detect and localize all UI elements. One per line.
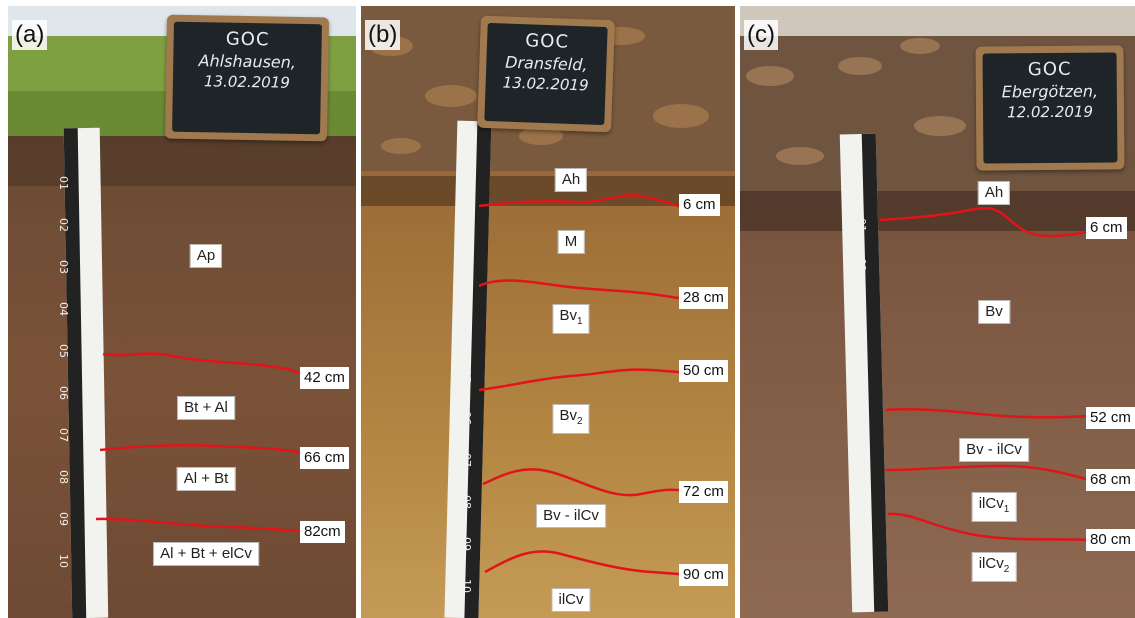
horizon-label: ilCv1	[971, 492, 1017, 522]
horizon-label: Ah	[554, 168, 588, 192]
depth-label: 6 cm	[1086, 217, 1127, 239]
sign-line: Dransfeld,	[504, 52, 588, 75]
ruler-mark: 02	[460, 243, 473, 257]
panel-b: (b) GOC Dransfeld, 13.02.2019 Ah M Bv1 B…	[361, 6, 735, 618]
horizon-label: Bv2	[552, 404, 590, 434]
ruler-mark: 06	[855, 418, 868, 432]
ruler-mark: 02	[57, 218, 70, 232]
depth-label: 72 cm	[679, 481, 728, 503]
ruler-mark: 07	[460, 453, 473, 467]
ruler-mark: 03	[460, 285, 473, 299]
horizon-label: Al + Bt	[176, 467, 236, 491]
ruler-mark: 01	[57, 176, 70, 190]
horizon-label: Bv1	[552, 304, 590, 334]
depth-label: 82cm	[300, 521, 345, 543]
depth-label: 52 cm	[1086, 407, 1135, 429]
panel-c: (c) GOC Ebergötzen, 12.02.2019 Ah Bv Bv …	[740, 6, 1135, 618]
ruler-mark: 10	[460, 579, 473, 593]
ruler-mark: 08	[855, 498, 868, 512]
panel-label: (c)	[744, 20, 778, 50]
ruler	[444, 120, 492, 618]
depth-label: 50 cm	[679, 360, 728, 382]
sign-line: GOC	[524, 30, 570, 53]
ruler-mark: 06	[460, 411, 473, 425]
depth-label: 68 cm	[1086, 469, 1135, 491]
ruler-mark: 03	[855, 298, 868, 312]
depth-label: 28 cm	[679, 287, 728, 309]
horizon-label: Bv	[978, 300, 1010, 324]
site-sign: GOC Dransfeld, 13.02.2019	[477, 15, 615, 133]
ruler-mark: 08	[57, 470, 70, 484]
horizon-label: M	[557, 230, 585, 254]
ruler-mark: 10	[57, 554, 70, 568]
ruler-mark: 08	[460, 495, 473, 509]
horizon-boundary	[879, 206, 1091, 238]
sign-line: 12.02.2019	[1007, 102, 1094, 122]
ruler-mark: 07	[57, 428, 70, 442]
ruler-mark: 05	[460, 369, 473, 383]
horizon-boundary	[885, 407, 1091, 419]
depth-label: 66 cm	[300, 447, 349, 469]
ruler-mark: 05	[57, 344, 70, 358]
ruler-mark: 01	[855, 218, 868, 232]
horizon-label: Bv - ilCv	[536, 504, 606, 528]
ruler	[63, 127, 109, 618]
sign-line: GOC	[1027, 58, 1072, 81]
horizon-boundary	[102, 352, 309, 381]
horizon-boundary	[95, 517, 309, 534]
site-sign: GOC Ebergötzen, 12.02.2019	[975, 45, 1125, 171]
ruler	[839, 133, 889, 613]
horizon-label: ilCv2	[971, 552, 1017, 582]
depth-label: 90 cm	[679, 564, 728, 586]
sign-line: 13.02.2019	[502, 73, 589, 95]
panel-a: (a) GOC Ahlshausen, 13.02.2019 Ap Bt + A…	[8, 6, 356, 618]
depth-label: 80 cm	[1086, 529, 1135, 551]
horizon-label: Ah	[977, 181, 1011, 205]
horizon-boundary	[99, 443, 309, 456]
panel-label: (a)	[12, 20, 48, 50]
sign-line: 13.02.2019	[203, 72, 291, 92]
ruler-mark: 04	[460, 327, 473, 341]
site-sign: GOC Ahlshausen, 13.02.2019	[164, 14, 330, 142]
horizon-boundary	[885, 464, 1091, 482]
ruler-mark: 09	[460, 537, 473, 551]
panel-label: (b)	[365, 20, 401, 50]
sign-line: Ahlshausen,	[198, 51, 297, 72]
ruler-mark: 03	[57, 260, 70, 274]
ruler-mark: 09	[57, 512, 70, 526]
horizon-label: Bv - ilCv	[959, 438, 1029, 462]
ruler-mark: 06	[57, 386, 70, 400]
horizon-boundary	[484, 550, 680, 576]
ruler-mark: 10	[855, 578, 868, 592]
depth-label: 42 cm	[300, 367, 349, 389]
ruler-mark: 04	[57, 302, 70, 316]
horizon-label: Bt + Al	[177, 396, 235, 420]
sign-line: GOC	[225, 28, 270, 51]
ruler-mark: 09	[855, 538, 868, 552]
sign-line: Ebergötzen,	[1001, 81, 1099, 102]
horizon-label: Ap	[189, 244, 223, 268]
ruler-mark: 07	[855, 458, 868, 472]
ruler-mark: 05	[855, 378, 868, 392]
ruler-mark: 04	[855, 338, 868, 352]
ruler-mark: 02	[855, 258, 868, 272]
depth-label: 6 cm	[679, 194, 720, 216]
horizon-boundary	[887, 512, 1091, 542]
horizon-label: ilCv	[551, 588, 591, 612]
horizon-label: Al + Bt + elCv	[153, 542, 259, 566]
horizon-boundary	[478, 279, 680, 300]
horizon-boundary	[478, 368, 680, 392]
horizon-boundary	[482, 468, 680, 497]
ruler-mark: 01	[460, 201, 473, 215]
horizon-boundary	[478, 193, 680, 208]
